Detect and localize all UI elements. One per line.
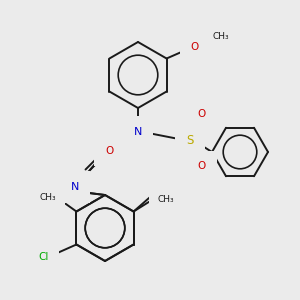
Text: CH₃: CH₃ bbox=[158, 190, 174, 199]
Text: CH₃: CH₃ bbox=[40, 193, 56, 202]
Text: H: H bbox=[61, 180, 69, 190]
Text: CH₃: CH₃ bbox=[213, 32, 229, 41]
Text: O: O bbox=[198, 161, 206, 171]
Text: O: O bbox=[190, 43, 199, 52]
Text: Cl: Cl bbox=[38, 251, 48, 262]
Text: N: N bbox=[134, 127, 142, 137]
Text: O: O bbox=[105, 146, 113, 156]
Text: CH₃: CH₃ bbox=[158, 195, 174, 204]
Text: S: S bbox=[186, 134, 194, 146]
Text: O: O bbox=[198, 109, 206, 119]
Text: N: N bbox=[71, 182, 79, 192]
